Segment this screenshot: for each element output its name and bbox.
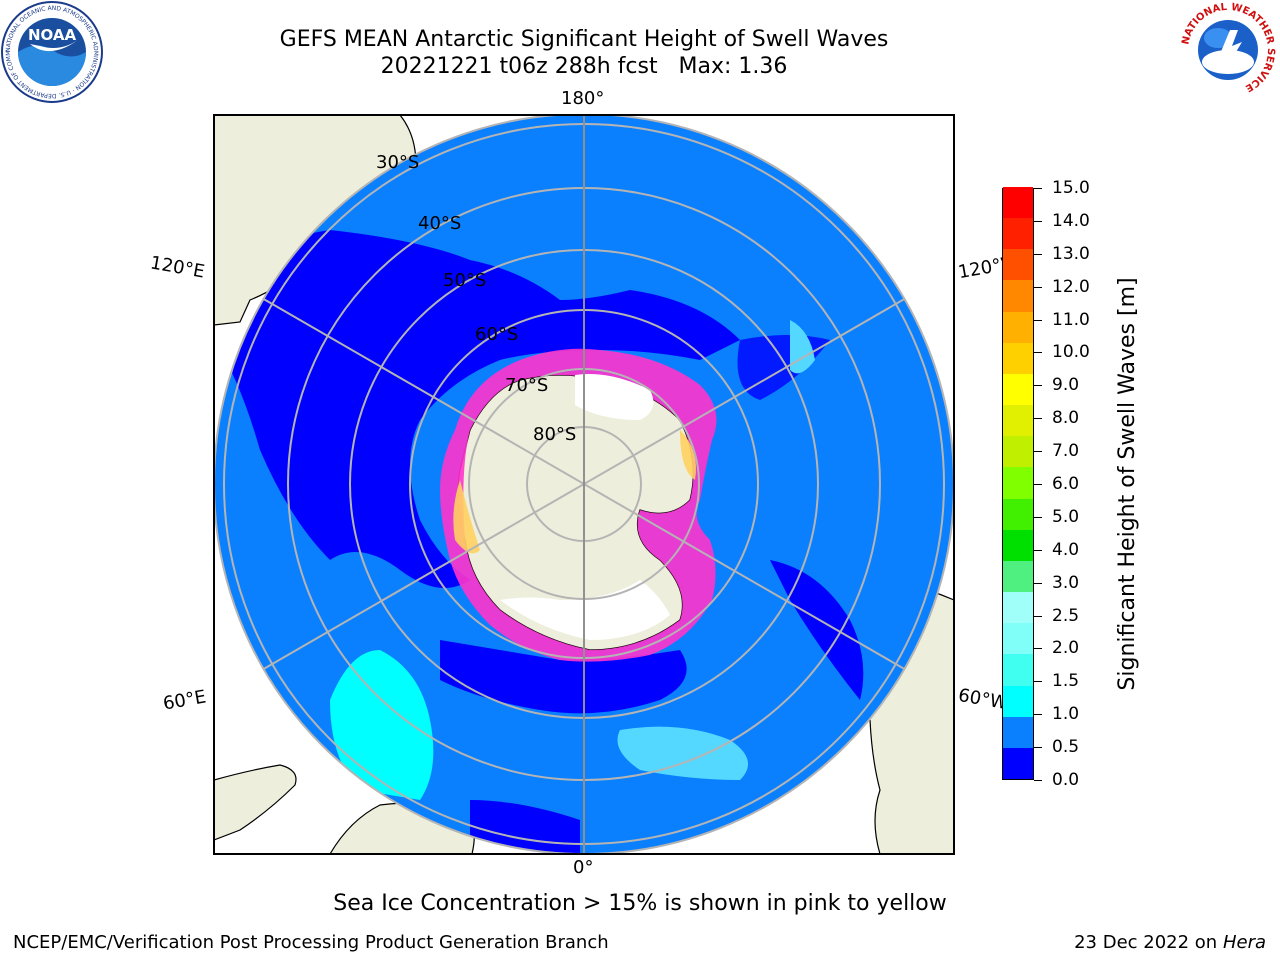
colorbar-segment — [1003, 685, 1033, 717]
colorbar-tick-label: 5.0 — [1052, 506, 1080, 527]
footer-credit: NCEP/EMC/Verification Post Processing Pr… — [13, 932, 609, 953]
colorbar-tick — [1034, 648, 1042, 650]
colorbar-segment — [1003, 373, 1033, 406]
colorbar-segment — [1003, 248, 1033, 281]
colorbar-label: Significant Height of Swell Waves [m] — [1115, 277, 1140, 691]
footer-date-text: 23 Dec 2022 on — [1074, 932, 1218, 953]
colorbar-tick — [1034, 220, 1042, 222]
colorbar-tick-label: 1.0 — [1052, 704, 1080, 725]
lat-label-40s: 40°S — [418, 213, 462, 234]
lon-label-180: 180° — [561, 88, 605, 109]
colorbar-tick-label: 7.0 — [1052, 441, 1080, 462]
colorbar-tick-label: 12.0 — [1052, 276, 1090, 297]
colorbar-tick — [1034, 747, 1042, 749]
colorbar-tick-label: 13.0 — [1052, 243, 1090, 264]
map-subtitle: 20221221 t06z 288h fcst Max: 1.36 — [380, 54, 788, 79]
ocean-disc — [214, 115, 954, 854]
colorbar-tick-label: 14.0 — [1052, 210, 1090, 231]
colorbar-tick-label: 6.0 — [1052, 474, 1080, 494]
colorbar-segment — [1003, 435, 1033, 468]
colorbar-segment — [1003, 404, 1033, 437]
colorbar-tick — [1034, 780, 1042, 781]
colorbar-tick — [1034, 484, 1042, 485]
colorbar-segment — [1003, 747, 1033, 779]
noaa-logo-text: NOAA — [28, 26, 77, 44]
colorbar-segment — [1003, 529, 1033, 561]
colorbar-tick-label: 4.0 — [1052, 539, 1080, 560]
sea-ice-note: Sea Ice Concentration > 15% is shown in … — [333, 891, 947, 916]
sea-ice-band — [440, 348, 717, 662]
colorbar-tick-label: 15.0 — [1052, 178, 1090, 198]
nws-logo: NATIONAL WEATHER SERVICE — [1180, 2, 1276, 98]
footer-system: Hera — [1222, 932, 1266, 953]
lat-label-70s: 70°S — [505, 375, 549, 396]
colorbar-tick-label: 1.5 — [1052, 671, 1080, 692]
colorbar-tick-label: 11.0 — [1052, 309, 1090, 330]
colorbar-segment — [1003, 311, 1033, 343]
lat-label-60s: 60°S — [475, 324, 519, 345]
colorbar-segment — [1003, 186, 1033, 219]
colorbar-segment — [1003, 217, 1033, 250]
colorbar-segment — [1003, 342, 1033, 374]
colorbar-tick — [1034, 714, 1042, 716]
colorbar-tick — [1034, 286, 1042, 288]
colorbar-tick-label: 8.0 — [1052, 408, 1080, 429]
colorbar-tick-label: 0.0 — [1052, 770, 1080, 790]
colorbar-tick — [1034, 615, 1042, 617]
colorbar-tick-label: 3.0 — [1052, 572, 1080, 593]
colorbar-segment — [1003, 466, 1033, 499]
lon-label-0: 0° — [573, 857, 594, 878]
map-frame — [213, 114, 955, 855]
colorbar-tick — [1034, 188, 1042, 189]
colorbar-tick-label: 2.0 — [1052, 638, 1080, 659]
lat-label-80s: 80°S — [533, 424, 577, 445]
colorbar-tick — [1034, 681, 1042, 683]
colorbar-tick — [1034, 451, 1042, 453]
lat-label-30s: 30°S — [376, 152, 420, 173]
lat-label-50s: 50°S — [443, 270, 487, 291]
noaa-logo: NATIONAL OCEANIC AND ATMOSPHERIC ADMINIS… — [0, 0, 103, 103]
colorbar-tick — [1034, 582, 1042, 584]
colorbar-tick — [1034, 352, 1042, 354]
colorbar-tick-label: 0.5 — [1052, 737, 1080, 758]
footer-date: 23 Dec 2022 on Hera — [1074, 932, 1266, 954]
colorbar-segment — [1003, 498, 1033, 530]
colorbar-tick — [1034, 253, 1042, 255]
map-title: GEFS MEAN Antarctic Significant Height o… — [279, 27, 889, 52]
colorbar-segment — [1003, 653, 1033, 686]
colorbar-segment — [1003, 622, 1033, 655]
colorbar-tick — [1034, 385, 1042, 387]
colorbar-segment — [1003, 560, 1033, 593]
colorbar-tick — [1034, 319, 1042, 321]
colorbar — [1002, 186, 1034, 780]
colorbar-tick-label: 2.5 — [1052, 605, 1080, 626]
colorbar-segment — [1003, 716, 1033, 748]
colorbar-tick — [1034, 418, 1042, 420]
colorbar-tick — [1034, 549, 1042, 551]
colorbar-tick — [1034, 516, 1042, 518]
colorbar-tick-label: 9.0 — [1052, 375, 1080, 396]
colorbar-segment — [1003, 279, 1033, 312]
colorbar-tick-label: 10.0 — [1052, 342, 1090, 363]
colorbar-segment — [1003, 591, 1033, 624]
